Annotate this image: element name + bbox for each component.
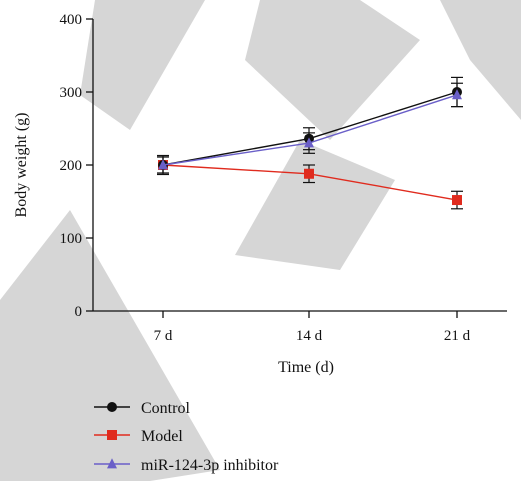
data-point — [304, 168, 314, 179]
data-point — [452, 89, 462, 100]
y-ticks: 0 100 200 300 400 — [60, 12, 93, 320]
y-tick-label: 0 — [75, 304, 83, 320]
legend-marker — [107, 402, 117, 412]
y-tick-label: 200 — [60, 158, 83, 174]
legend-marker — [107, 458, 117, 469]
data-point — [452, 195, 462, 206]
x-ticks: 7 d 14 d 21 d — [154, 311, 471, 344]
legend-label: miR-124-3p inhibitor — [141, 457, 279, 474]
legend-marker — [107, 430, 117, 440]
y-tick-label: 100 — [60, 231, 83, 247]
legend: Control Model miR-124-3p inhibitor — [94, 400, 279, 474]
x-tick-label: 7 d — [154, 328, 173, 344]
plot-series — [157, 76, 463, 210]
x-axis-title: Time (d) — [278, 359, 334, 376]
y-tick-label: 400 — [60, 12, 83, 28]
y-tick-label: 300 — [60, 85, 83, 101]
x-tick-label: 21 d — [444, 328, 471, 344]
legend-label: Control — [141, 400, 190, 417]
legend-label: Model — [141, 428, 183, 445]
legend-item: Control — [94, 400, 190, 417]
legend-item: miR-124-3p inhibitor — [94, 457, 279, 474]
y-axis-title: Body weight (g) — [13, 113, 30, 218]
data-point — [304, 137, 314, 148]
x-tick-label: 14 d — [296, 328, 323, 344]
series-mir-124-3p-inhibitor — [157, 82, 463, 174]
legend-item: Model — [94, 428, 183, 445]
data-point — [158, 159, 168, 170]
